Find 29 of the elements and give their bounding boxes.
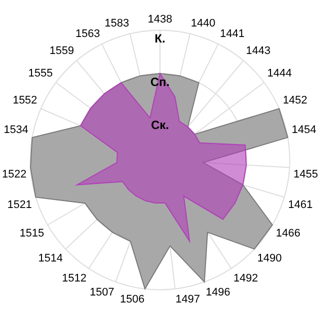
spoke-label: 1490 — [257, 252, 282, 264]
spoke-label: 1522 — [2, 168, 26, 180]
spoke-label: 1583 — [104, 17, 130, 30]
spoke-label: 1534 — [4, 124, 28, 136]
spoke-label: 1454 — [292, 124, 316, 136]
spoke-label: 1441 — [220, 28, 245, 40]
spoke-label: 1444 — [267, 68, 292, 80]
spoke-label: 1438 — [148, 14, 172, 26]
spoke-label: 1496 — [206, 286, 230, 298]
spoke-label: 1455 — [294, 168, 318, 180]
y-tick-label: Ск. — [150, 118, 170, 132]
spoke-label: 1552 — [12, 94, 38, 106]
spoke-label: 1559 — [50, 44, 74, 57]
spoke-label: 1440 — [190, 17, 216, 30]
spoke-label: 1452 — [282, 94, 308, 106]
spoke-label: 1512 — [62, 272, 86, 284]
spoke-label: 1497 — [176, 293, 200, 306]
spoke-label: 1563 — [75, 28, 100, 40]
spoke-label: 1521 — [7, 198, 32, 211]
spoke-label: 1514 — [38, 252, 63, 264]
spoke-label: 1492 — [234, 272, 258, 284]
y-tick-label: К. — [154, 32, 166, 46]
spoke-label: 1555 — [28, 68, 53, 80]
spoke-label: 1466 — [276, 228, 300, 240]
spoke-label: 1461 — [288, 198, 313, 211]
spoke-label: 1506 — [120, 293, 144, 306]
spoke-label: 1443 — [246, 44, 270, 57]
spoke-label: 1507 — [90, 286, 114, 298]
spoke-label: 1515 — [20, 228, 44, 240]
